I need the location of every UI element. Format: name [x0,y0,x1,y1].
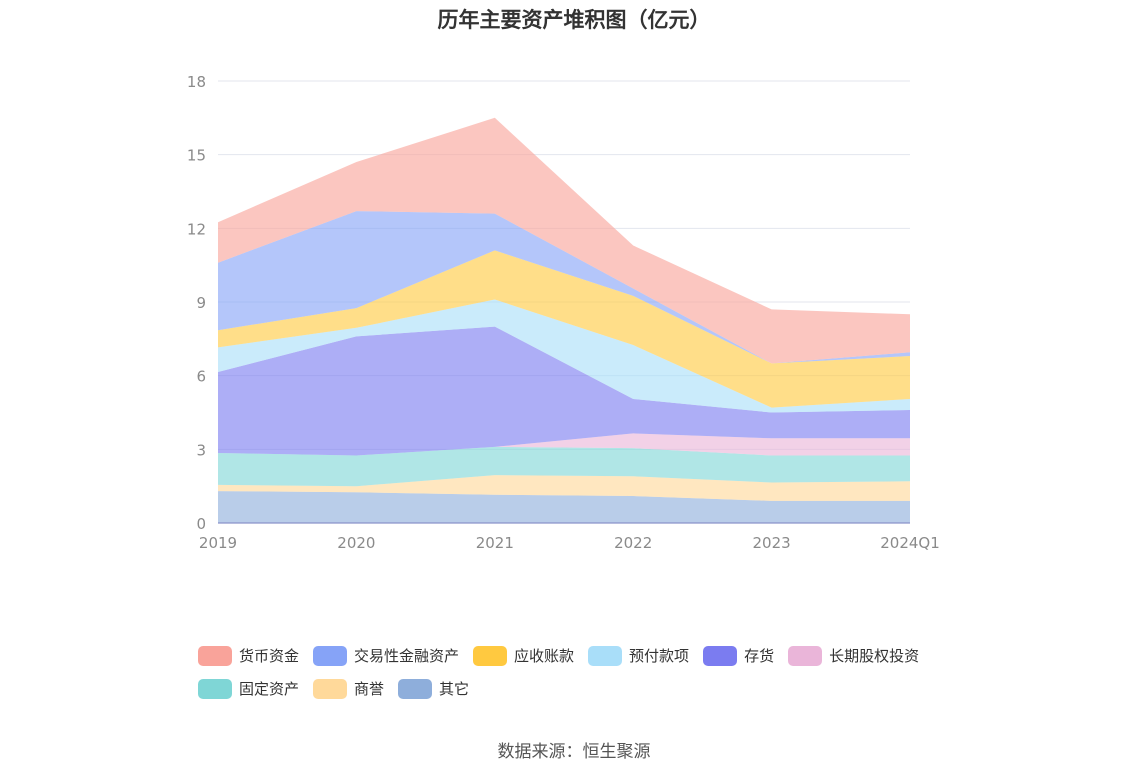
y-tick-label: 18 [187,73,206,91]
y-tick-label: 6 [196,368,206,386]
legend-swatch [198,678,232,699]
legend-swatch [703,645,738,666]
legend-label: 交易性金融资产 [354,647,460,665]
legend-label: 货币资金 [239,647,300,665]
legend-item[interactable]: 应收账款 [473,645,574,666]
area-series-3 [218,433,910,456]
legend-swatch [313,645,348,666]
chart-title: 历年主要资产堆积图（亿元） [437,8,711,32]
legend-label: 其它 [439,680,470,698]
legend-item[interactable]: 长期股权投资 [788,645,919,666]
area-series-5 [218,299,910,413]
legend-swatch [398,678,433,699]
y-tick-label: 0 [196,515,206,533]
axes: 0 3 6 9 12 15 18 2019 2020 2021 2022 2023 2024Q1 [187,73,940,552]
y-tick-label: 15 [187,147,206,165]
legend-item[interactable]: 交易性金融资产 [313,645,459,666]
y-tick-label: 12 [187,220,206,238]
legend-row: 货币资金 交易性金融资产 应收账款 预付款项 存货 长期股权投资 [198,639,998,672]
legend-swatch [473,645,508,666]
x-tick-label: 2020 [337,534,375,552]
legend-swatch [198,645,232,666]
legend-row: 固定资产 商誉 其它 [198,672,998,705]
legend-label: 长期股权投资 [829,647,920,665]
legend-swatch [588,645,623,666]
y-tick-label: 9 [196,294,206,312]
area-series-1 [218,475,910,501]
area-series-7 [218,211,910,364]
area-series-0 [218,491,910,523]
legend-item[interactable]: 固定资产 [198,678,299,699]
x-tick-label: 2023 [753,534,791,552]
source-note: 数据来源：恒生聚源 [497,742,651,762]
legend-item[interactable]: 存货 [703,645,774,666]
x-tick-label: 2021 [476,534,514,552]
legend: 货币资金 交易性金融资产 应收账款 预付款项 存货 长期股权投资 固定资产 商誉 其它 [198,639,998,705]
area-series-6 [218,250,910,408]
legend-item[interactable]: 其它 [398,678,469,699]
y-tick-label: 3 [196,441,206,459]
x-tick-label: 2024Q1 [880,534,940,552]
series-areas [218,117,910,523]
legend-item[interactable]: 商誉 [313,678,384,699]
area-series-8 [218,117,910,364]
area-series-2 [218,446,910,487]
x-tick-label: 2022 [614,534,652,552]
legend-label: 商誉 [354,680,385,698]
legend-swatch [313,678,348,699]
legend-label: 存货 [744,647,775,665]
legend-label: 应收账款 [514,647,575,665]
legend-item[interactable]: 预付款项 [588,645,689,666]
legend-item[interactable]: 货币资金 [198,645,299,666]
legend-swatch [788,645,823,666]
area-series-4 [218,326,910,456]
x-tick-label: 2019 [199,534,237,552]
legend-label: 固定资产 [239,680,300,698]
legend-label: 预付款项 [629,647,690,665]
